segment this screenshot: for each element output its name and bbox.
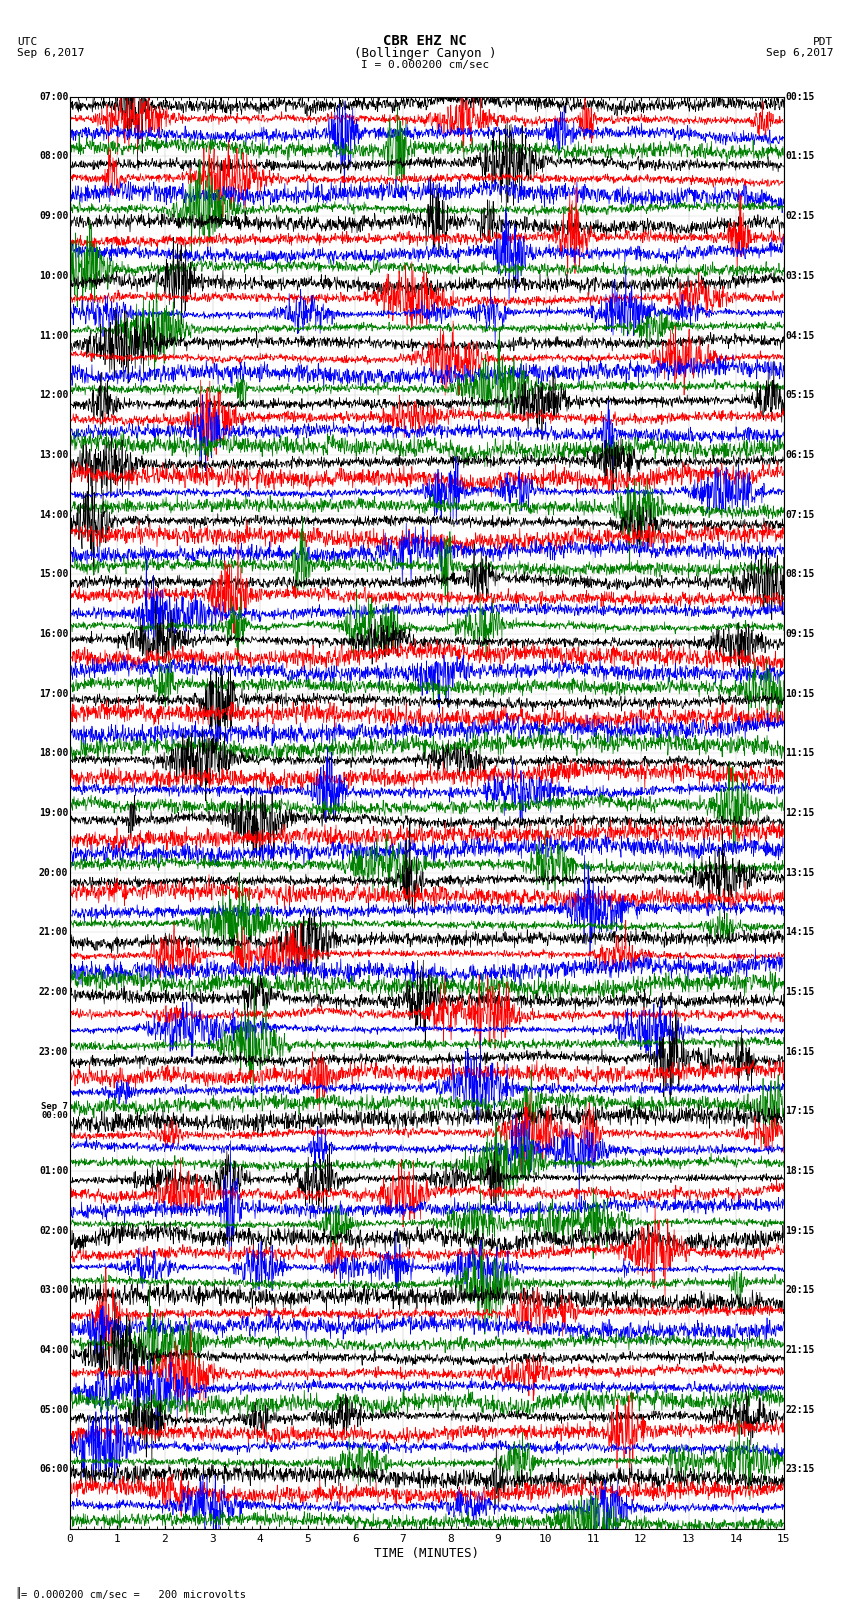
Text: Sep 6,2017: Sep 6,2017 [766,48,833,58]
Text: 17:00: 17:00 [39,689,68,698]
Text: 04:00: 04:00 [39,1345,68,1355]
Text: 20:00: 20:00 [39,868,68,877]
Text: 19:15: 19:15 [785,1226,814,1236]
Text: 23:00: 23:00 [39,1047,68,1057]
Text: Sep 6,2017: Sep 6,2017 [17,48,84,58]
Text: 00:15: 00:15 [785,92,814,102]
Text: 23:15: 23:15 [785,1465,814,1474]
Text: 21:15: 21:15 [785,1345,814,1355]
Text: 02:15: 02:15 [785,211,814,221]
Text: (Bollinger Canyon ): (Bollinger Canyon ) [354,47,496,60]
Text: 07:15: 07:15 [785,510,814,519]
Text: 01:15: 01:15 [785,152,814,161]
Text: 22:00: 22:00 [39,987,68,997]
Text: 12:00: 12:00 [39,390,68,400]
Text: 10:00: 10:00 [39,271,68,281]
Text: 18:15: 18:15 [785,1166,814,1176]
Text: 21:00: 21:00 [39,927,68,937]
Text: 09:00: 09:00 [39,211,68,221]
Text: 05:00: 05:00 [39,1405,68,1415]
Text: 16:00: 16:00 [39,629,68,639]
Text: 14:00: 14:00 [39,510,68,519]
Text: PDT: PDT [813,37,833,47]
Text: 07:00: 07:00 [39,92,68,102]
Text: 20:15: 20:15 [785,1286,814,1295]
Text: 08:00: 08:00 [39,152,68,161]
Text: 13:00: 13:00 [39,450,68,460]
Text: 11:00: 11:00 [39,331,68,340]
Text: 13:15: 13:15 [785,868,814,877]
Text: 12:15: 12:15 [785,808,814,818]
Text: 15:15: 15:15 [785,987,814,997]
Text: 05:15: 05:15 [785,390,814,400]
Text: 02:00: 02:00 [39,1226,68,1236]
Text: Sep 7: Sep 7 [42,1102,68,1111]
Text: 11:15: 11:15 [785,748,814,758]
Text: 03:00: 03:00 [39,1286,68,1295]
Text: 16:15: 16:15 [785,1047,814,1057]
X-axis label: TIME (MINUTES): TIME (MINUTES) [374,1547,479,1560]
Text: 10:15: 10:15 [785,689,814,698]
Text: I = 0.000200 cm/sec: I = 0.000200 cm/sec [361,60,489,69]
Text: 04:15: 04:15 [785,331,814,340]
Text: 22:15: 22:15 [785,1405,814,1415]
Text: 19:00: 19:00 [39,808,68,818]
Text: ║: ║ [15,1587,21,1598]
Text: UTC: UTC [17,37,37,47]
Text: 14:15: 14:15 [785,927,814,937]
Text: = 0.000200 cm/sec =   200 microvolts: = 0.000200 cm/sec = 200 microvolts [21,1590,246,1600]
Text: 00:00: 00:00 [42,1111,68,1121]
Text: 03:15: 03:15 [785,271,814,281]
Text: 17:15: 17:15 [785,1107,814,1116]
Text: 15:00: 15:00 [39,569,68,579]
Text: 09:15: 09:15 [785,629,814,639]
Text: 06:00: 06:00 [39,1465,68,1474]
Text: 18:00: 18:00 [39,748,68,758]
Text: 06:15: 06:15 [785,450,814,460]
Text: 08:15: 08:15 [785,569,814,579]
Text: 01:00: 01:00 [39,1166,68,1176]
Text: CBR EHZ NC: CBR EHZ NC [383,34,467,48]
